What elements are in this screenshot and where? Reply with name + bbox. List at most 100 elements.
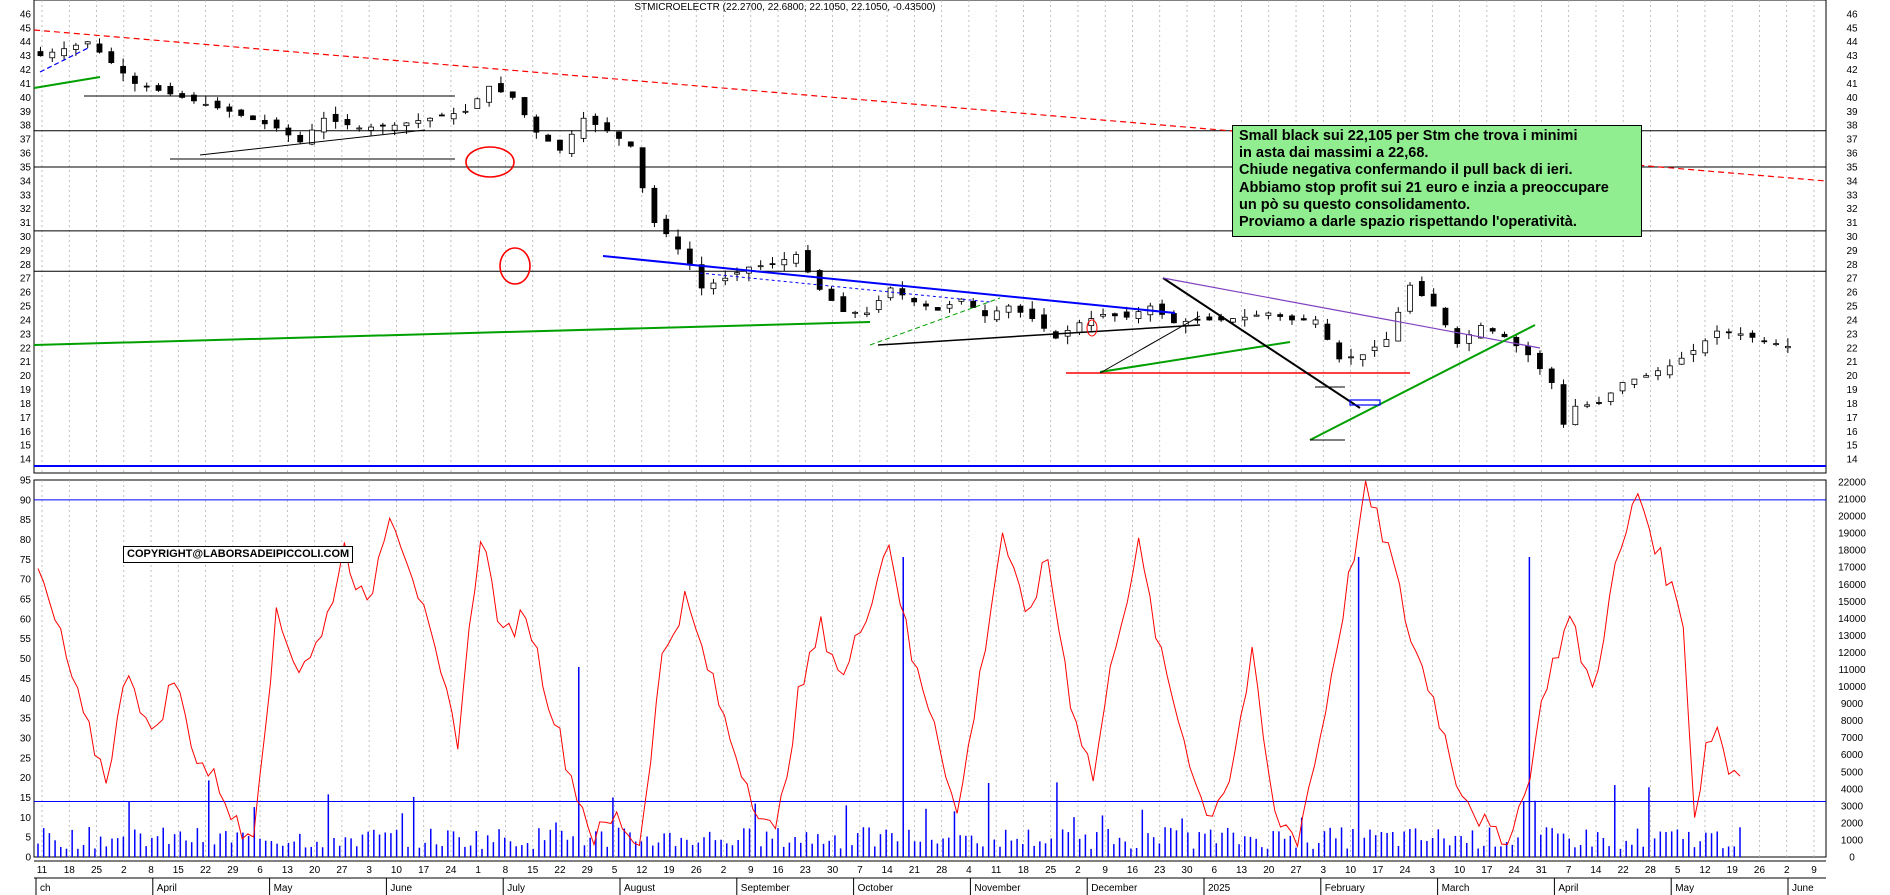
y-tick-label: 16: [20, 427, 32, 438]
candle-body: [521, 97, 528, 116]
x-tick-label: 2: [721, 865, 727, 876]
x-tick-label: 2: [1784, 865, 1790, 876]
trendline: [39, 46, 91, 73]
y-tick-label: 46: [1846, 9, 1858, 20]
candle-body: [202, 103, 209, 106]
candle-body: [875, 300, 882, 311]
candle-body: [1584, 404, 1591, 407]
x-tick-label: 14: [1590, 865, 1602, 876]
candle-body: [498, 83, 504, 93]
candle-body: [344, 119, 351, 126]
candle-body: [1466, 334, 1472, 344]
candle-body: [155, 85, 162, 91]
y-tick-label: 42: [20, 65, 32, 76]
y-tick-label: 19: [1846, 385, 1858, 396]
candle-body: [816, 270, 823, 290]
x-tick-label: 19: [663, 865, 675, 876]
volume-bars: [37, 557, 1741, 857]
volume-tick-label: 4000: [1841, 784, 1864, 795]
candle-body: [1277, 314, 1284, 317]
y-tick-label: 38: [1846, 121, 1858, 132]
y-tick-label: 17: [20, 413, 32, 424]
candle-body: [474, 98, 481, 109]
candle-body: [1737, 333, 1744, 336]
y-tick-label: 28: [20, 260, 32, 271]
x-tick-label: 27: [1290, 865, 1302, 876]
x-tick-label: 8: [148, 865, 154, 876]
osc-tick-label: 35: [20, 714, 32, 725]
y-tick-label: 39: [20, 107, 32, 118]
candle-body: [805, 250, 811, 273]
y-tick-label: 26: [1846, 288, 1858, 299]
candle-body: [96, 43, 103, 53]
month-label: February: [1325, 883, 1365, 894]
trendline: [1162, 277, 1541, 349]
x-tick-label: 23: [1154, 865, 1166, 876]
candle-body: [1596, 402, 1602, 404]
osc-tick-label: 70: [20, 575, 32, 586]
candle-body: [1725, 331, 1732, 334]
candle-body: [911, 297, 918, 303]
candle-body: [1631, 378, 1638, 385]
x-tick-label: 10: [1454, 865, 1466, 876]
candle-body: [415, 120, 422, 124]
candle-body: [852, 311, 859, 314]
y-tick-label: 37: [20, 135, 32, 146]
y-tick-label: 41: [1846, 79, 1858, 90]
candle-body: [557, 139, 563, 151]
x-tick-label: 4: [966, 865, 972, 876]
comment-line: Small black sui 22,105 per Stm che trova…: [1239, 128, 1578, 144]
osc-tick-label: 20: [20, 773, 32, 784]
candle-body: [1784, 346, 1791, 349]
month-label: March: [1442, 883, 1470, 894]
x-tick-label: 20: [309, 865, 321, 876]
highlight-circle: [1086, 319, 1098, 337]
month-label: May: [274, 883, 293, 894]
volume-tick-label: 18000: [1838, 546, 1866, 557]
osc-tick-label: 25: [20, 753, 32, 764]
y-tick-label: 45: [20, 23, 32, 34]
highlight-circle: [465, 146, 515, 178]
month-label: ch: [40, 883, 51, 894]
y-tick-label: 44: [1846, 37, 1858, 48]
candle-body: [757, 265, 764, 268]
month-label: September: [741, 883, 791, 894]
comment-line: Proviamo a darle spazio rispettando l'op…: [1239, 214, 1577, 231]
candle-body: [887, 287, 894, 299]
x-tick-label: 5: [1675, 865, 1681, 876]
x-tick-label: 3: [1321, 865, 1327, 876]
x-tick-label: 30: [827, 865, 839, 876]
y-tick-label: 23: [20, 329, 32, 340]
candle-body: [1041, 314, 1047, 329]
candle-body: [698, 264, 705, 289]
osc-tick-label: 80: [20, 535, 32, 546]
trendline: [877, 324, 1201, 346]
volume-tick-label: 11000: [1838, 665, 1866, 676]
osc-tick-label: 55: [20, 634, 32, 645]
candle-body: [592, 115, 599, 125]
y-tick-label: 21: [1846, 357, 1858, 368]
x-tick-label: 9: [748, 865, 754, 876]
candle-body: [1324, 323, 1331, 340]
candle-body: [1123, 311, 1130, 318]
candle-body: [462, 110, 469, 113]
comment-box: Small black sui 22,105 per Stm che trova…: [1232, 125, 1642, 237]
osc-tick-label: 60: [20, 614, 32, 625]
y-tick-label: 38: [20, 121, 32, 132]
candle-body: [450, 113, 457, 120]
y-tick-label: 43: [20, 51, 32, 62]
x-tick-label: 22: [554, 865, 566, 876]
candle-body: [1643, 375, 1650, 378]
candle-body: [686, 248, 693, 265]
trendline: [1162, 277, 1361, 409]
osc-tick-label: 15: [20, 793, 32, 804]
y-tick-label: 41: [20, 79, 32, 90]
month-label: July: [507, 883, 525, 894]
volume-tick-label: 10000: [1838, 682, 1866, 693]
candle-body: [1111, 313, 1118, 317]
x-tick-label: 11: [37, 865, 48, 876]
y-tick-label: 31: [1846, 218, 1858, 229]
x-tick-label: 3: [1430, 865, 1436, 876]
candle-body: [61, 48, 67, 57]
x-tick-label: 17: [418, 865, 430, 876]
